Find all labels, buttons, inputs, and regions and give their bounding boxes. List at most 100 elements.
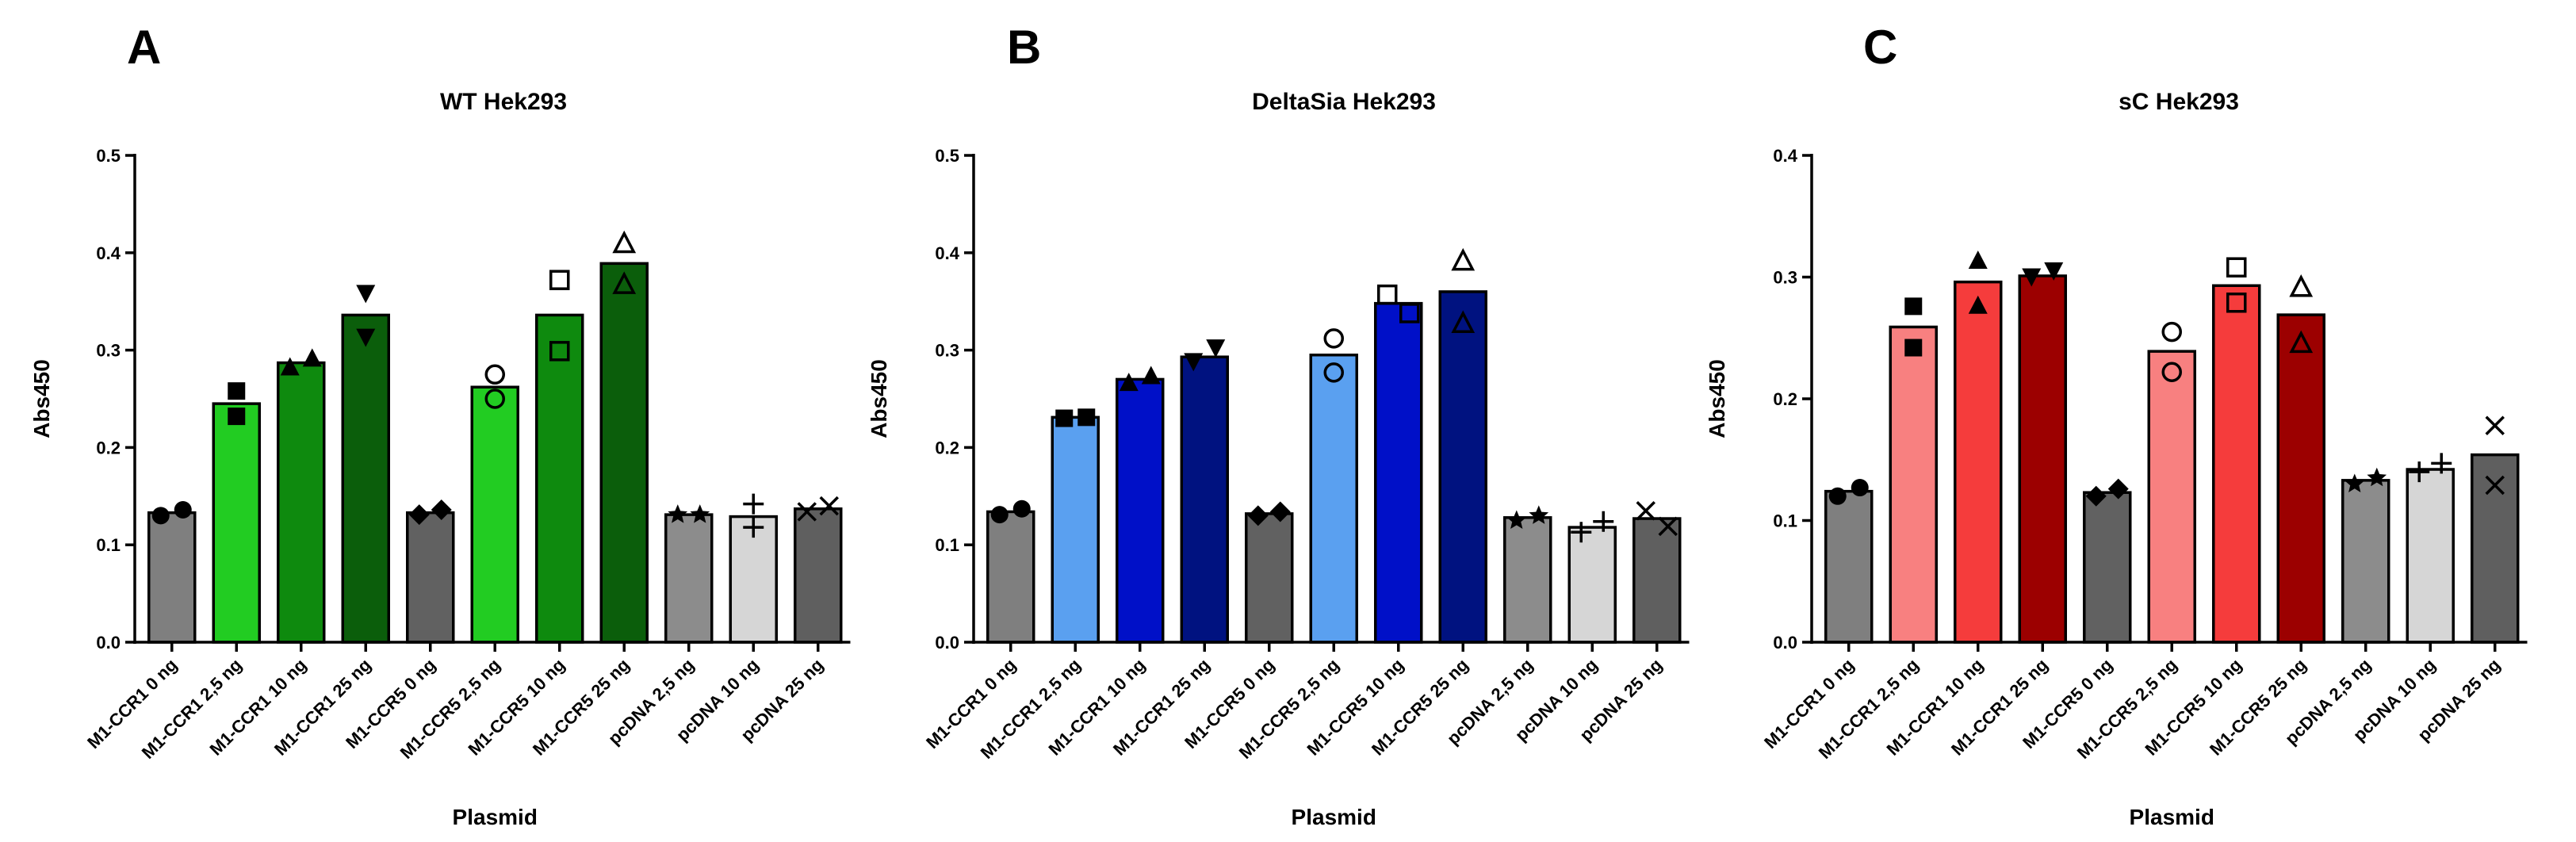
data-point [228, 408, 246, 426]
data-point [743, 517, 764, 538]
y-tick-label: 0.4 [935, 243, 959, 263]
data-point [356, 285, 376, 304]
bar [1824, 489, 1874, 644]
chart-title: sC Hek293 [2119, 89, 2239, 115]
data-point [408, 504, 430, 526]
data-point [690, 504, 710, 523]
y-tick-label: 0.3 [96, 341, 121, 361]
data-point [2289, 330, 2314, 354]
bar [2276, 313, 2325, 644]
y-tick-label: 0.0 [96, 633, 121, 653]
y-tick-label: 0.1 [935, 535, 959, 555]
data-point [743, 493, 764, 515]
bar [664, 513, 714, 644]
data-point [1828, 487, 1847, 505]
data-point [1055, 409, 1074, 427]
chart-panel-a: AWT Hek293Abs4500.00.10.20.30.40.5M1-CCR… [29, 21, 851, 829]
y-tick-label: 0.2 [935, 438, 959, 457]
data-point [1077, 408, 1096, 427]
data-point [1571, 522, 1592, 543]
bar [212, 402, 261, 644]
x-axis-title: Plasmid [1292, 805, 1376, 829]
data-point [2409, 461, 2430, 483]
y-tick-label: 0.2 [1773, 389, 1797, 409]
bar [1954, 280, 2003, 644]
chart-panel-b: B DeltaSia Hek293 Abs450 0.0 0.1 0.2 0.3 0.4 0.5… [867, 21, 1690, 829]
bar [1889, 325, 1938, 644]
data-point [1968, 251, 1988, 270]
data-point [431, 499, 452, 520]
bar [1245, 512, 1294, 644]
data-point [1506, 510, 1527, 529]
data-point [2485, 475, 2505, 496]
y-tick-label: 0.3 [935, 341, 959, 361]
data-point [356, 328, 376, 347]
data-point [1119, 373, 1139, 392]
data-point [1141, 366, 1161, 385]
bar [1438, 290, 1487, 644]
chart-title: DeltaSia Hek293 [1252, 89, 1436, 115]
data-point [1323, 362, 1344, 383]
data-point [1851, 479, 1869, 497]
data-point [1636, 500, 1655, 521]
bar [2341, 479, 2390, 644]
data-point [2226, 257, 2247, 277]
bar [341, 313, 390, 644]
data-point [668, 504, 688, 523]
bar [2018, 274, 2067, 644]
bar [1180, 355, 1229, 644]
data-point [2161, 362, 2182, 382]
panel-letter: C [1863, 21, 1897, 74]
y-axis-title: Abs450 [867, 359, 891, 438]
bar [986, 510, 1035, 644]
bar [2406, 468, 2455, 644]
y-tick-label: 0.0 [1773, 633, 1797, 653]
data-point [1904, 339, 1923, 357]
data-point [2367, 467, 2387, 487]
data-point [2344, 473, 2365, 492]
bar [147, 511, 197, 644]
y-tick-label: 0.1 [96, 535, 121, 555]
data-point [1323, 328, 1344, 349]
data-point [2161, 321, 2182, 343]
bar [1309, 353, 1358, 644]
data-point [1247, 505, 1269, 526]
bar [1632, 517, 1682, 644]
bar [1567, 526, 1617, 644]
data-point [2485, 415, 2505, 436]
data-point [1593, 511, 1614, 532]
panel-letter: A [127, 21, 161, 74]
data-point [2431, 453, 2452, 474]
data-point [1377, 284, 1398, 305]
bar [535, 313, 584, 644]
bar [1503, 516, 1552, 644]
y-tick-label: 0.3 [1773, 268, 1797, 288]
data-point [2085, 485, 2107, 507]
data-point [549, 270, 570, 290]
data-point [1451, 247, 1476, 271]
bar [794, 507, 843, 644]
y-tick-label: 0.1 [1773, 511, 1797, 531]
bar [406, 511, 455, 644]
data-point [549, 341, 570, 362]
bar [470, 385, 519, 644]
y-axis-title: Abs450 [1705, 359, 1729, 438]
bar [2147, 350, 2196, 644]
data-point [484, 388, 505, 409]
bar [1051, 415, 1100, 644]
y-tick-label: 0.0 [935, 633, 959, 653]
chart-title: WT Hek293 [440, 89, 567, 115]
y-tick-label: 0.5 [935, 146, 959, 166]
data-point [302, 348, 322, 367]
x-axis-title: Plasmid [2130, 805, 2214, 829]
data-point [228, 382, 246, 400]
data-point [1012, 499, 1031, 518]
y-axis-title: Abs450 [29, 359, 54, 438]
data-point [819, 496, 839, 516]
y-tick-label: 0.2 [96, 438, 121, 457]
data-point [174, 500, 192, 519]
data-point [797, 502, 817, 522]
data-point [1529, 505, 1549, 524]
bar [277, 361, 326, 644]
